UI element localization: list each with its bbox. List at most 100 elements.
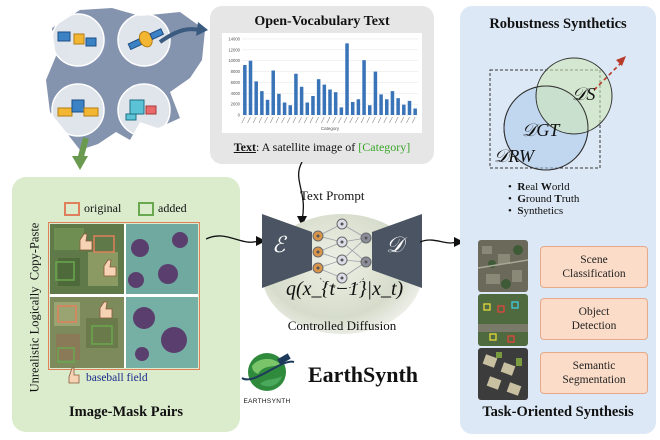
bar xyxy=(288,105,293,115)
y-tick-label: 12000 xyxy=(228,47,240,52)
x-tick-mark xyxy=(315,116,319,124)
diffusion-formula: q(x_{t−1}|x_t) xyxy=(286,278,403,301)
bar xyxy=(379,94,383,115)
bar xyxy=(248,60,253,115)
legend-added-swatch xyxy=(138,201,154,216)
bar xyxy=(333,92,338,115)
category-bar-chart: 14000 12000 10000 8000 6000 4000 2000 0 Category xyxy=(222,33,422,133)
y-tick-label: 10000 xyxy=(228,58,240,63)
caption-category: [Category] xyxy=(358,140,411,154)
x-tick-mark xyxy=(372,116,376,124)
x-tick-mark xyxy=(355,116,359,124)
earthsynth-name: EarthSynth xyxy=(308,362,419,387)
bar xyxy=(299,86,304,115)
x-tick-mark xyxy=(338,116,342,124)
x-tick-mark xyxy=(377,116,382,124)
x-tick-mark xyxy=(383,116,388,124)
x-tick-mark xyxy=(286,116,291,124)
open-vocabulary-caption: Text: A satellite image of [Category] xyxy=(210,140,434,155)
text-prompt-label: Text Prompt xyxy=(300,188,365,203)
bar xyxy=(402,104,406,115)
legend-original-swatch xyxy=(64,201,80,216)
object-detection-thumbnail xyxy=(478,294,528,346)
bar xyxy=(356,99,361,115)
bar xyxy=(322,84,327,115)
legend-ground-truth: • Ground Truth xyxy=(508,193,580,205)
scene-classification-thumbnail xyxy=(478,240,528,292)
x-axis-label: Category xyxy=(321,126,340,131)
satellite-map-illustration xyxy=(46,8,208,170)
set-synthetics-label: 𝒟S xyxy=(572,84,596,104)
side-label: Unrealistic Logically Copy-Paste xyxy=(27,222,42,393)
bar xyxy=(260,91,264,115)
x-tick-mark xyxy=(264,116,268,124)
venn-legend: • Real World • Ground Truth • Synthetics xyxy=(508,181,579,217)
bar xyxy=(294,73,298,115)
baseball-field-caption: baseball field xyxy=(86,372,148,384)
earthsynth-logo-text: EARTHSYNTH xyxy=(243,398,291,405)
bar xyxy=(390,91,395,115)
x-tick-mark xyxy=(400,116,405,124)
legend-real-world: • Real World xyxy=(508,181,570,193)
x-tick-mark xyxy=(304,116,308,124)
x-tick-mark xyxy=(343,116,348,124)
bar xyxy=(265,99,270,115)
x-tick-mark xyxy=(321,116,325,124)
x-tick-mark xyxy=(389,116,393,124)
x-tick-mark xyxy=(332,116,336,124)
controlled-diffusion-caption: Controlled Diffusion xyxy=(287,318,397,333)
x-tick-mark xyxy=(366,116,371,124)
y-tick-label: 4000 xyxy=(231,91,241,96)
bar xyxy=(271,70,275,115)
input-arrow xyxy=(206,235,266,246)
scene-classification-task: Scene Classification xyxy=(540,246,648,288)
bar xyxy=(396,98,400,115)
bar xyxy=(413,108,417,115)
x-tick-mark xyxy=(360,116,365,124)
x-tick-mark xyxy=(241,116,246,124)
x-tick-mark xyxy=(394,116,399,124)
x-tick-mark xyxy=(326,116,331,124)
encoder-symbol: ℰ xyxy=(272,232,286,257)
x-tick-mark xyxy=(292,116,297,124)
image-mask-grid xyxy=(48,222,200,370)
bar xyxy=(385,99,389,115)
y-tick-label: 2000 xyxy=(231,102,241,107)
semantic-segmentation-thumbnail xyxy=(478,348,528,400)
bar xyxy=(282,102,287,115)
semantic-segmentation-task: Semantic Segmentation xyxy=(540,352,648,394)
x-tick-mark xyxy=(247,116,251,124)
bar xyxy=(350,101,355,115)
bar xyxy=(367,105,372,115)
robustness-title: Robustness Synthetics xyxy=(489,16,627,32)
set-ground-truth-label: 𝒟GT xyxy=(522,120,560,140)
x-tick-mark xyxy=(406,116,410,124)
bar xyxy=(345,43,349,115)
task-oriented-title: Task-Oriented Synthesis xyxy=(482,404,634,420)
x-tick-mark xyxy=(349,116,353,124)
x-tick-mark xyxy=(281,116,285,124)
bar xyxy=(311,96,315,115)
set-real-world-label: 𝒟RW xyxy=(494,146,535,166)
y-tick-label: 0 xyxy=(238,113,241,118)
legend-synthetics: • Synthetics xyxy=(508,205,564,217)
x-tick-mark xyxy=(258,116,263,124)
bar xyxy=(243,65,247,115)
x-tick-mark xyxy=(269,116,274,124)
bar xyxy=(254,81,258,115)
open-vocabulary-title: Open-Vocabulary Text xyxy=(254,14,390,29)
caption-text: : A satellite image of xyxy=(255,140,359,154)
robustness-venn-diagram xyxy=(489,56,626,171)
formula-text: q(x_{t−1}|x_t) xyxy=(286,278,404,300)
legend-original: original xyxy=(64,201,121,216)
legend-added-label: added xyxy=(158,201,187,215)
bar xyxy=(277,93,281,115)
image-mask-title: Image-Mask Pairs xyxy=(69,404,183,420)
output-arrow xyxy=(420,237,464,247)
bar xyxy=(339,107,344,115)
y-tick-label: 8000 xyxy=(231,69,241,74)
legend-added: added xyxy=(138,201,187,216)
decoder-symbol: 𝒟 xyxy=(386,232,404,257)
x-tick-mark xyxy=(411,116,416,124)
x-tick-mark xyxy=(298,116,302,124)
